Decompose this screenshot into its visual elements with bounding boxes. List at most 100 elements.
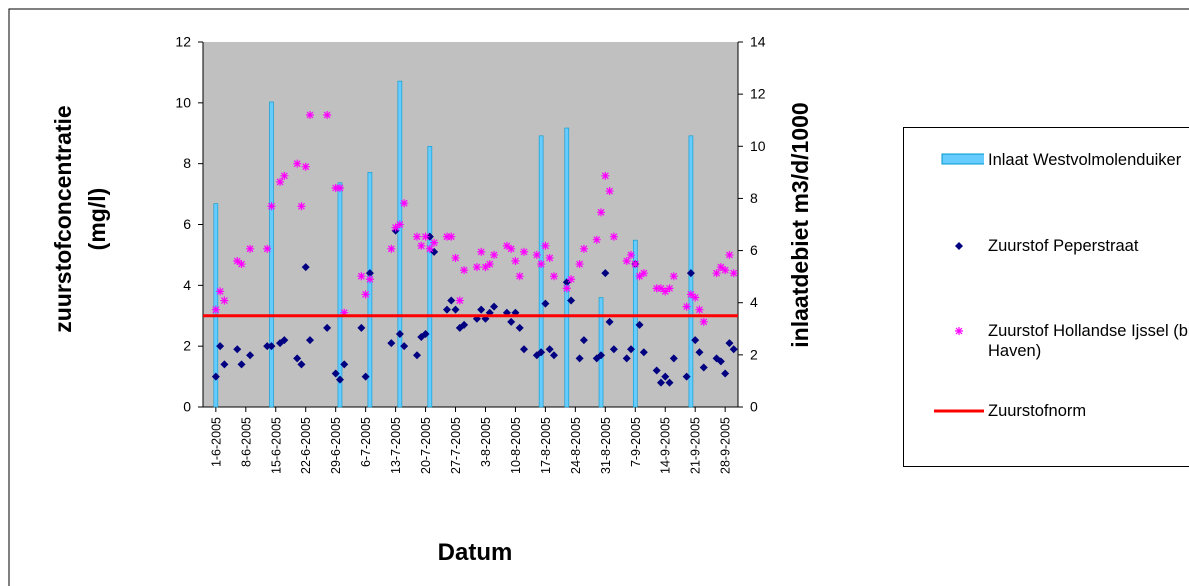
marker [562, 284, 571, 293]
marker [460, 320, 469, 329]
marker [387, 339, 396, 348]
marker [545, 253, 554, 262]
bar [367, 172, 373, 408]
marker [652, 366, 661, 375]
marker [567, 296, 576, 305]
x-tick-label: 21-9-2005 [689, 417, 703, 474]
marker [490, 250, 499, 259]
marker [276, 177, 285, 186]
y2-tick-label: 2 [750, 346, 758, 362]
marker [267, 342, 276, 351]
legend-label: Zuurstof Peperstraat [988, 237, 1139, 255]
marker [400, 342, 409, 351]
x-tick-label: 6-7-2005 [359, 417, 373, 467]
marker [357, 272, 366, 281]
y-tick-label: 12 [175, 34, 191, 50]
marker [365, 269, 374, 278]
marker [357, 323, 366, 332]
marker [579, 336, 588, 345]
marker [721, 266, 730, 275]
bar [397, 80, 403, 408]
x-tick-label: 15-6-2005 [269, 417, 283, 474]
y2-tick-label: 12 [750, 86, 766, 102]
marker [361, 372, 370, 381]
bar [269, 101, 274, 408]
marker [323, 111, 332, 119]
marker [267, 202, 276, 211]
y-tick-label: 0 [183, 399, 191, 415]
marker [293, 159, 302, 168]
marker [729, 345, 738, 354]
marker [691, 336, 700, 345]
legend-label: Zuurstof Hollandse Ijssel (bij Haven) [988, 322, 1189, 360]
y2-tick-label: 8 [750, 190, 758, 206]
marker [635, 272, 644, 281]
x-axis-title: Datum [438, 539, 513, 566]
marker [716, 263, 725, 272]
marker [562, 278, 571, 287]
marker [605, 317, 614, 326]
marker [263, 244, 272, 253]
legend-label: Inlaat Westvolmolenduiker [988, 151, 1182, 169]
marker [280, 336, 289, 345]
marker [511, 257, 520, 265]
marker [477, 247, 486, 256]
y2-tick-label: 4 [750, 294, 758, 310]
x-tick-label: 28-9-2005 [719, 417, 733, 474]
marker [631, 260, 640, 269]
marker [686, 290, 695, 299]
marker [545, 345, 554, 354]
marker [622, 257, 631, 265]
marker [515, 272, 524, 281]
marker [520, 345, 528, 354]
bar [538, 135, 544, 408]
marker [502, 241, 511, 250]
marker [639, 269, 648, 278]
marker [233, 257, 242, 265]
marker [691, 293, 700, 302]
marker [477, 305, 486, 314]
marker [455, 296, 464, 305]
marker [669, 354, 678, 363]
marker [729, 269, 738, 278]
marker [425, 244, 434, 253]
marker [447, 296, 456, 305]
x-tick-label: 13-7-2005 [389, 417, 403, 474]
marker [263, 342, 272, 351]
marker [627, 345, 635, 354]
marker [331, 369, 340, 378]
marker [682, 372, 691, 381]
y2-tick-label: 10 [750, 138, 766, 154]
marker [532, 250, 541, 259]
legend-diamond [955, 242, 963, 250]
x-tick-label: 27-7-2005 [449, 417, 463, 474]
legend: Inlaat Westvolmolenduiker Zuurstof Pepers… [903, 127, 1189, 467]
bar [427, 145, 433, 408]
marker [652, 284, 661, 293]
marker [451, 305, 460, 314]
x-tick-label: 31-8-2005 [599, 417, 613, 474]
marker [293, 354, 302, 363]
marker [211, 305, 220, 314]
marker [601, 269, 610, 278]
marker [656, 284, 665, 293]
marker [575, 260, 584, 269]
bar [337, 182, 343, 408]
marker [661, 372, 670, 381]
marker [716, 357, 725, 366]
legend-label: Zuurstofnorm [988, 402, 1087, 420]
marker [656, 378, 665, 387]
marker [395, 330, 404, 338]
marker [549, 272, 558, 281]
marker [442, 232, 451, 241]
marker [541, 241, 550, 250]
x-tick-label: 24-8-2005 [569, 417, 583, 474]
marker [340, 308, 349, 317]
legend-swatch [941, 153, 984, 165]
marker [537, 348, 546, 357]
marker [639, 348, 648, 357]
marker [421, 330, 430, 338]
marker [413, 232, 421, 241]
marker [417, 241, 426, 250]
